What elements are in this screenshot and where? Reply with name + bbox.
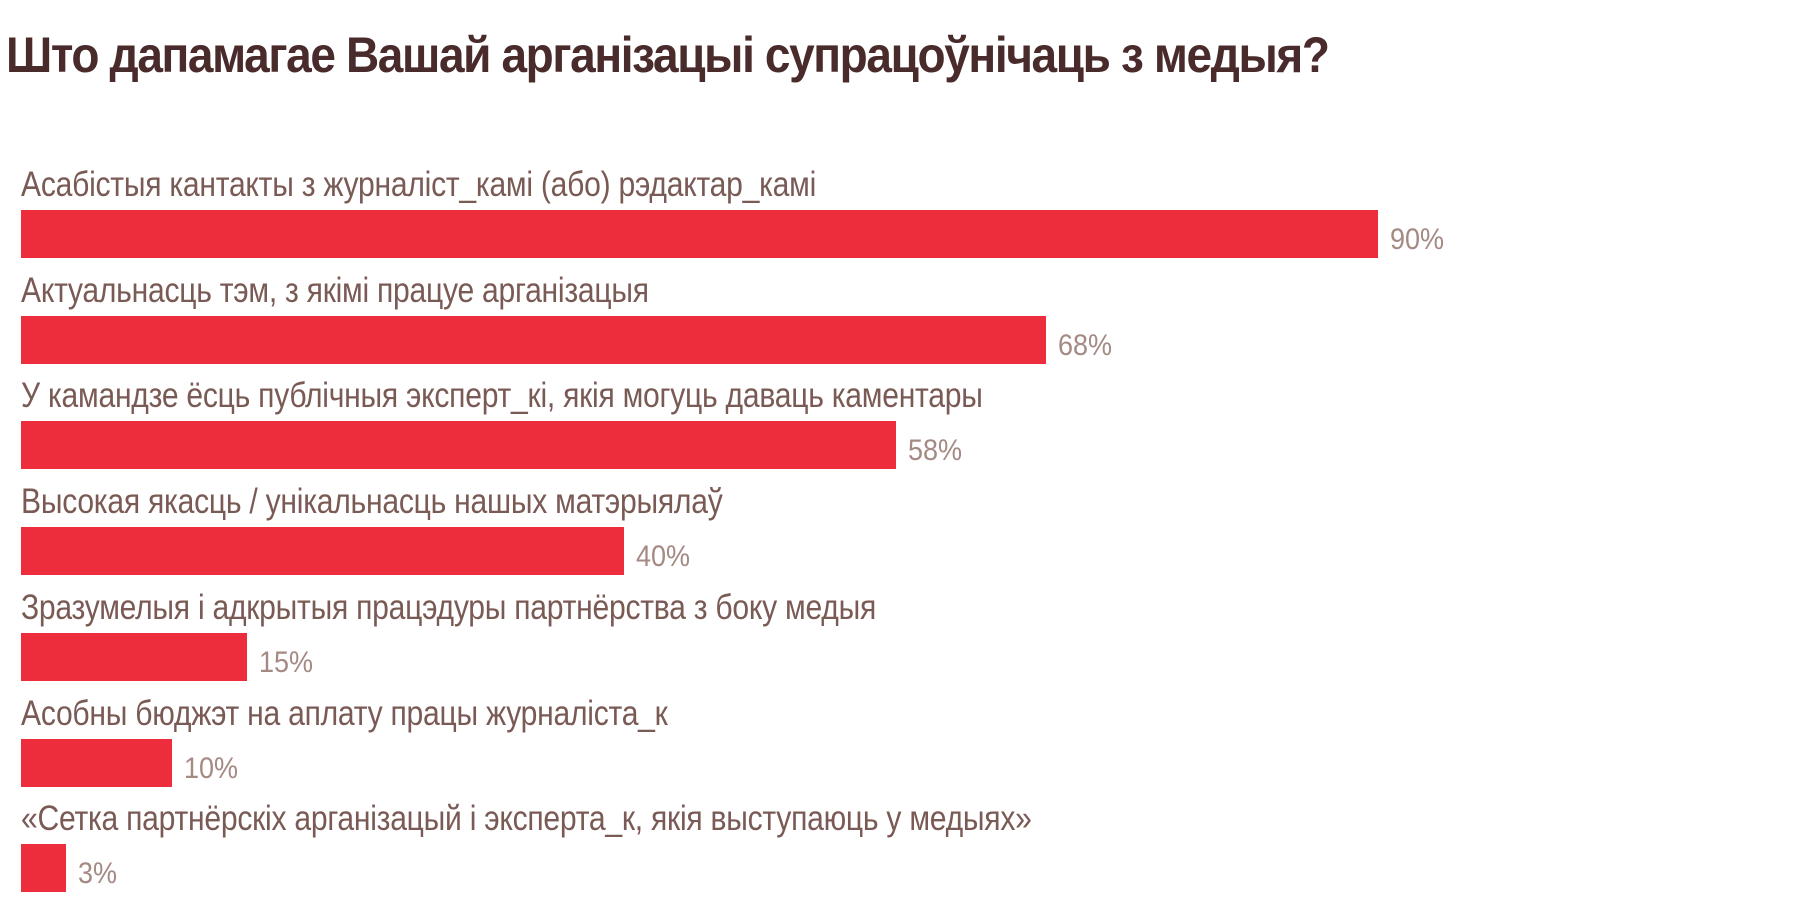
bar-label: Асобны бюджэт на аплату працы журналіста… [21, 693, 668, 733]
bar [21, 632, 247, 681]
bar-value-label: 10% [184, 751, 239, 785]
bar-value-label: 15% [259, 645, 314, 679]
bar-row: Зразумелыя і адкрытыя працэдуры партнёрс… [21, 588, 1801, 688]
bar [21, 210, 1378, 258]
bar-value-label: 90% [1390, 223, 1445, 256]
bar-row: Асабістыя кантакты з журналіст_камі (або… [21, 165, 1801, 265]
bar-row: «Сетка партнёрскіх арганізацый і эксперт… [21, 799, 1801, 899]
bar [21, 315, 1046, 364]
bar-row: Асобны бюджэт на аплату працы журналіста… [21, 694, 1801, 794]
bar [21, 738, 172, 787]
bar-label: Высокая якасць / унікальнасць нашых матэ… [21, 482, 723, 522]
bar [21, 844, 66, 893]
bar-label: У камандзе ёсць публічныя эксперт_кі, як… [21, 376, 983, 416]
bar-value-label: 58% [908, 434, 963, 468]
bar [21, 527, 624, 576]
bar-value-label: 40% [636, 540, 691, 574]
chart-title: Што дапамагае Вашай арганізацыі супрацоў… [6, 27, 1330, 83]
bar-label: Асабістыя кантакты з журналіст_камі (або… [21, 165, 817, 204]
bar-value-label: 3% [78, 857, 118, 891]
bar [21, 421, 896, 470]
bar-label: «Сетка партнёрскіх арганізацый і эксперт… [21, 799, 1032, 839]
bar-label: Зразумелыя і адкрытыя працэдуры партнёрс… [21, 587, 876, 627]
bar-row: Высокая якасць / унікальнасць нашых матэ… [21, 482, 1801, 582]
bar-label: Актуальнасць тэм, з якімі працуе арганіз… [21, 270, 649, 310]
bar-value-label: 68% [1058, 328, 1113, 362]
bar-row: Актуальнасць тэм, з якімі працуе арганіз… [21, 271, 1801, 371]
bar-row: У камандзе ёсць публічныя эксперт_кі, як… [21, 376, 1801, 476]
